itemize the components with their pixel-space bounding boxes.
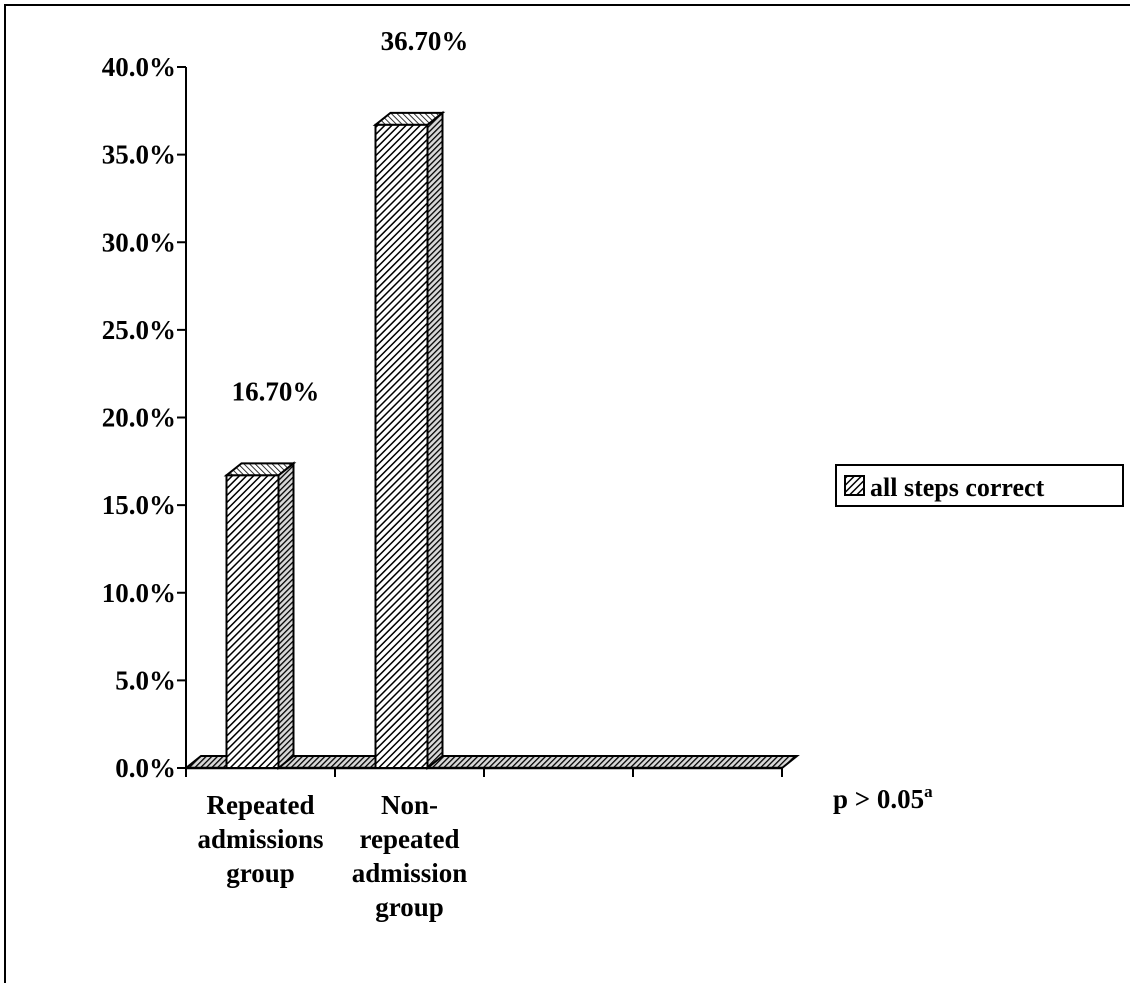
bars [223,110,446,771]
y-tick-label: 25.0% [102,315,176,345]
legend-box [835,464,1124,507]
chart-frame [4,4,1130,983]
category-label: group [375,892,444,922]
category-label: group [226,858,295,888]
y-tick-label: 40.0% [102,52,176,82]
legend: all steps correct [835,464,1124,507]
axes: 0.0% 5.0% 10.0% 15.0% 20.0% 25.0% 30.0% 35.0% 40… [102,52,800,783]
bar-side [277,461,295,771]
bar-side [426,110,444,771]
data-label: 16.70% [232,376,320,406]
y-tick-label: 5.0% [115,665,176,695]
p-value-note: p > 0.05a [833,782,933,814]
category-label: Non- [381,790,438,820]
category-label: admission [352,858,468,888]
bar-front [225,474,280,769]
category-label: Repeated [207,790,315,820]
bar-0 [223,461,297,771]
category-label: repeated [360,824,460,854]
p-value-text: p > 0.05 [833,784,924,814]
y-tick-label: 0.0% [115,753,176,783]
y-tick-label: 35.0% [102,140,176,170]
y-tick-label: 10.0% [102,578,176,608]
y-tick-label: 20.0% [102,403,176,433]
category-label: admissions [197,824,323,854]
legend-label: all steps correct [870,473,1045,502]
labels: 16.70% 36.70% Repeated admissions group Non-r… [197,26,468,922]
bar-front [374,123,429,769]
data-label: 36.70% [381,26,469,56]
y-tick-label: 15.0% [102,490,176,520]
y-tick-label: 30.0% [102,227,176,257]
legend-swatch [844,475,865,496]
p-value-superscript: a [924,782,933,801]
bar-1 [372,110,446,771]
